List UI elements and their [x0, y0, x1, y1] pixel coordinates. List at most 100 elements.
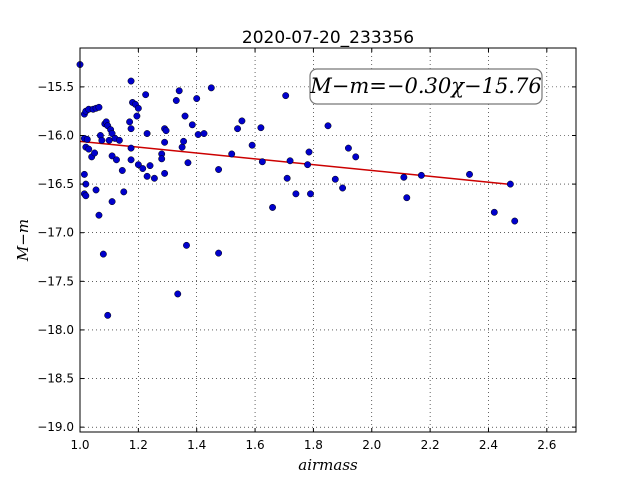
- data-point: [127, 77, 135, 85]
- data-point: [108, 198, 116, 206]
- data-point: [188, 121, 196, 129]
- data-point: [184, 159, 192, 167]
- data-point: [126, 118, 134, 126]
- data-point: [193, 95, 201, 103]
- y-tick-label: −16.0: [37, 128, 74, 142]
- data-point: [174, 290, 182, 298]
- annotation-box: [309, 68, 543, 105]
- data-point: [304, 161, 312, 169]
- data-point: [104, 311, 112, 319]
- y-tick-label: −19.0: [37, 420, 74, 434]
- y-tick-label: −17.0: [37, 226, 74, 240]
- data-point: [85, 145, 93, 153]
- x-tick-label: 2.4: [479, 438, 498, 452]
- data-point: [194, 131, 202, 138]
- data-point: [352, 153, 360, 161]
- data-point: [146, 162, 154, 170]
- data-point: [80, 170, 88, 178]
- data-point: [113, 156, 120, 164]
- x-tick-label: 1.6: [246, 438, 265, 452]
- data-point: [183, 241, 190, 249]
- data-point: [506, 180, 514, 188]
- data-point: [95, 211, 103, 219]
- data-point: [175, 87, 183, 95]
- points-group: [76, 61, 519, 319]
- data-point: [269, 203, 277, 211]
- data-point: [417, 171, 425, 179]
- x-tick-label: 2.2: [421, 438, 440, 452]
- data-point: [172, 97, 180, 104]
- data-point: [207, 84, 215, 92]
- data-point: [115, 136, 123, 144]
- data-point: [344, 144, 352, 152]
- data-point: [307, 190, 314, 198]
- data-point: [339, 184, 347, 192]
- x-tick-label: 1.2: [129, 438, 148, 452]
- data-point: [143, 130, 151, 137]
- y-tick-label: −18.5: [37, 372, 74, 386]
- y-tick-label: −16.5: [37, 177, 74, 191]
- data-point: [161, 138, 169, 146]
- data-point: [92, 186, 100, 194]
- y-tick-label: −17.5: [37, 274, 74, 288]
- data-point: [134, 104, 142, 112]
- data-point: [234, 125, 242, 133]
- plot-frame: [79, 47, 577, 433]
- data-point: [127, 144, 135, 152]
- data-point: [150, 174, 158, 182]
- y-axis-label: M−m: [14, 219, 32, 262]
- y-tick-label: −18.0: [37, 323, 74, 337]
- data-point: [142, 91, 150, 99]
- data-point: [108, 152, 116, 160]
- data-point: [178, 143, 186, 151]
- x-tick-label: 1.4: [187, 438, 206, 452]
- data-point: [238, 117, 246, 125]
- data-point: [105, 136, 113, 144]
- ticks-group: 1.0 1.2 1.4 1.6 1.8 2.0 2.2 2.4 2.6 −15.5 −16.0 −16…: [37, 48, 576, 452]
- y-tick-label: −15.5: [37, 80, 74, 94]
- data-point: [127, 156, 135, 164]
- data-point: [162, 127, 170, 135]
- data-point: [118, 167, 126, 174]
- data-point: [248, 141, 256, 149]
- data-point: [82, 192, 90, 200]
- chart-title: 2020-07-20_233356: [242, 28, 414, 48]
- x-tick-label: 2.6: [537, 438, 556, 452]
- data-point: [282, 92, 290, 100]
- data-point: [98, 136, 106, 144]
- data-point: [511, 217, 519, 225]
- data-point: [400, 173, 408, 181]
- x-tick-label: 1.0: [70, 438, 89, 452]
- data-point: [180, 137, 188, 145]
- data-point: [139, 165, 147, 172]
- data-point: [257, 124, 265, 132]
- data-point: [466, 170, 473, 178]
- data-point: [95, 103, 103, 111]
- data-point: [143, 172, 151, 180]
- fit-line: [79, 140, 509, 185]
- data-point: [99, 250, 107, 258]
- data-point: [228, 150, 236, 158]
- data-point: [331, 175, 339, 183]
- data-point: [120, 188, 128, 196]
- data-point: [283, 174, 291, 182]
- data-point: [215, 166, 223, 173]
- x-tick-label: 1.8: [304, 438, 323, 452]
- data-point: [292, 190, 300, 198]
- fit-annotation: M−m=−0.30χ−15.76: [309, 68, 543, 105]
- data-point: [324, 122, 332, 130]
- data-point: [134, 161, 142, 169]
- data-point: [215, 249, 223, 257]
- data-point: [158, 155, 166, 163]
- data-point: [305, 148, 313, 156]
- data-point: [181, 112, 189, 120]
- annotation-text: M−m=−0.30χ−15.76: [309, 74, 541, 98]
- data-point: [161, 169, 169, 177]
- fit-line-group: [79, 140, 509, 185]
- data-point: [258, 158, 266, 166]
- x-axis-label: airmass: [298, 456, 358, 474]
- data-point: [133, 112, 141, 120]
- data-point: [286, 157, 294, 165]
- data-point: [403, 194, 411, 202]
